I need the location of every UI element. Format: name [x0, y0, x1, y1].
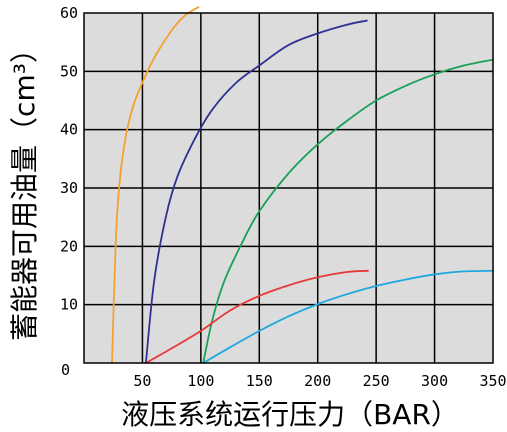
y-tick-label: 0 [61, 361, 70, 379]
x-tick-label: 200 [304, 372, 331, 390]
y-tick-labels: 0 10 20 30 40 50 60 [60, 4, 78, 379]
x-tick-label: 150 [246, 372, 273, 390]
x-axis-title: 液压系统运行压力（BAR） [121, 398, 459, 431]
series-line-3 [202, 58, 494, 364]
grid [84, 13, 493, 363]
y-tick-label: 10 [60, 296, 78, 314]
x-tick-label: 50 [133, 372, 151, 390]
x-tick-labels: 50 100 150 200 250 300 350 [133, 372, 506, 390]
series-line-1 [111, 6, 200, 364]
y-tick-label: 40 [60, 121, 78, 139]
x-tick-label: 100 [187, 372, 214, 390]
series-line-2 [145, 19, 368, 364]
series-line-5 [202, 269, 494, 364]
plot-frame [83, 12, 494, 364]
y-tick-label: 20 [60, 237, 78, 255]
series-line-4 [145, 269, 369, 364]
x-tick-label: 350 [479, 372, 506, 390]
x-tick-label: 300 [421, 372, 448, 390]
series-lines [111, 6, 494, 364]
y-tick-label: 60 [60, 4, 78, 22]
y-axis-title: 蓄能器可用油量（cm³） [8, 35, 41, 341]
x-tick-label: 250 [363, 372, 390, 390]
y-tick-label: 50 [60, 62, 78, 80]
y-tick-label: 30 [60, 179, 78, 197]
